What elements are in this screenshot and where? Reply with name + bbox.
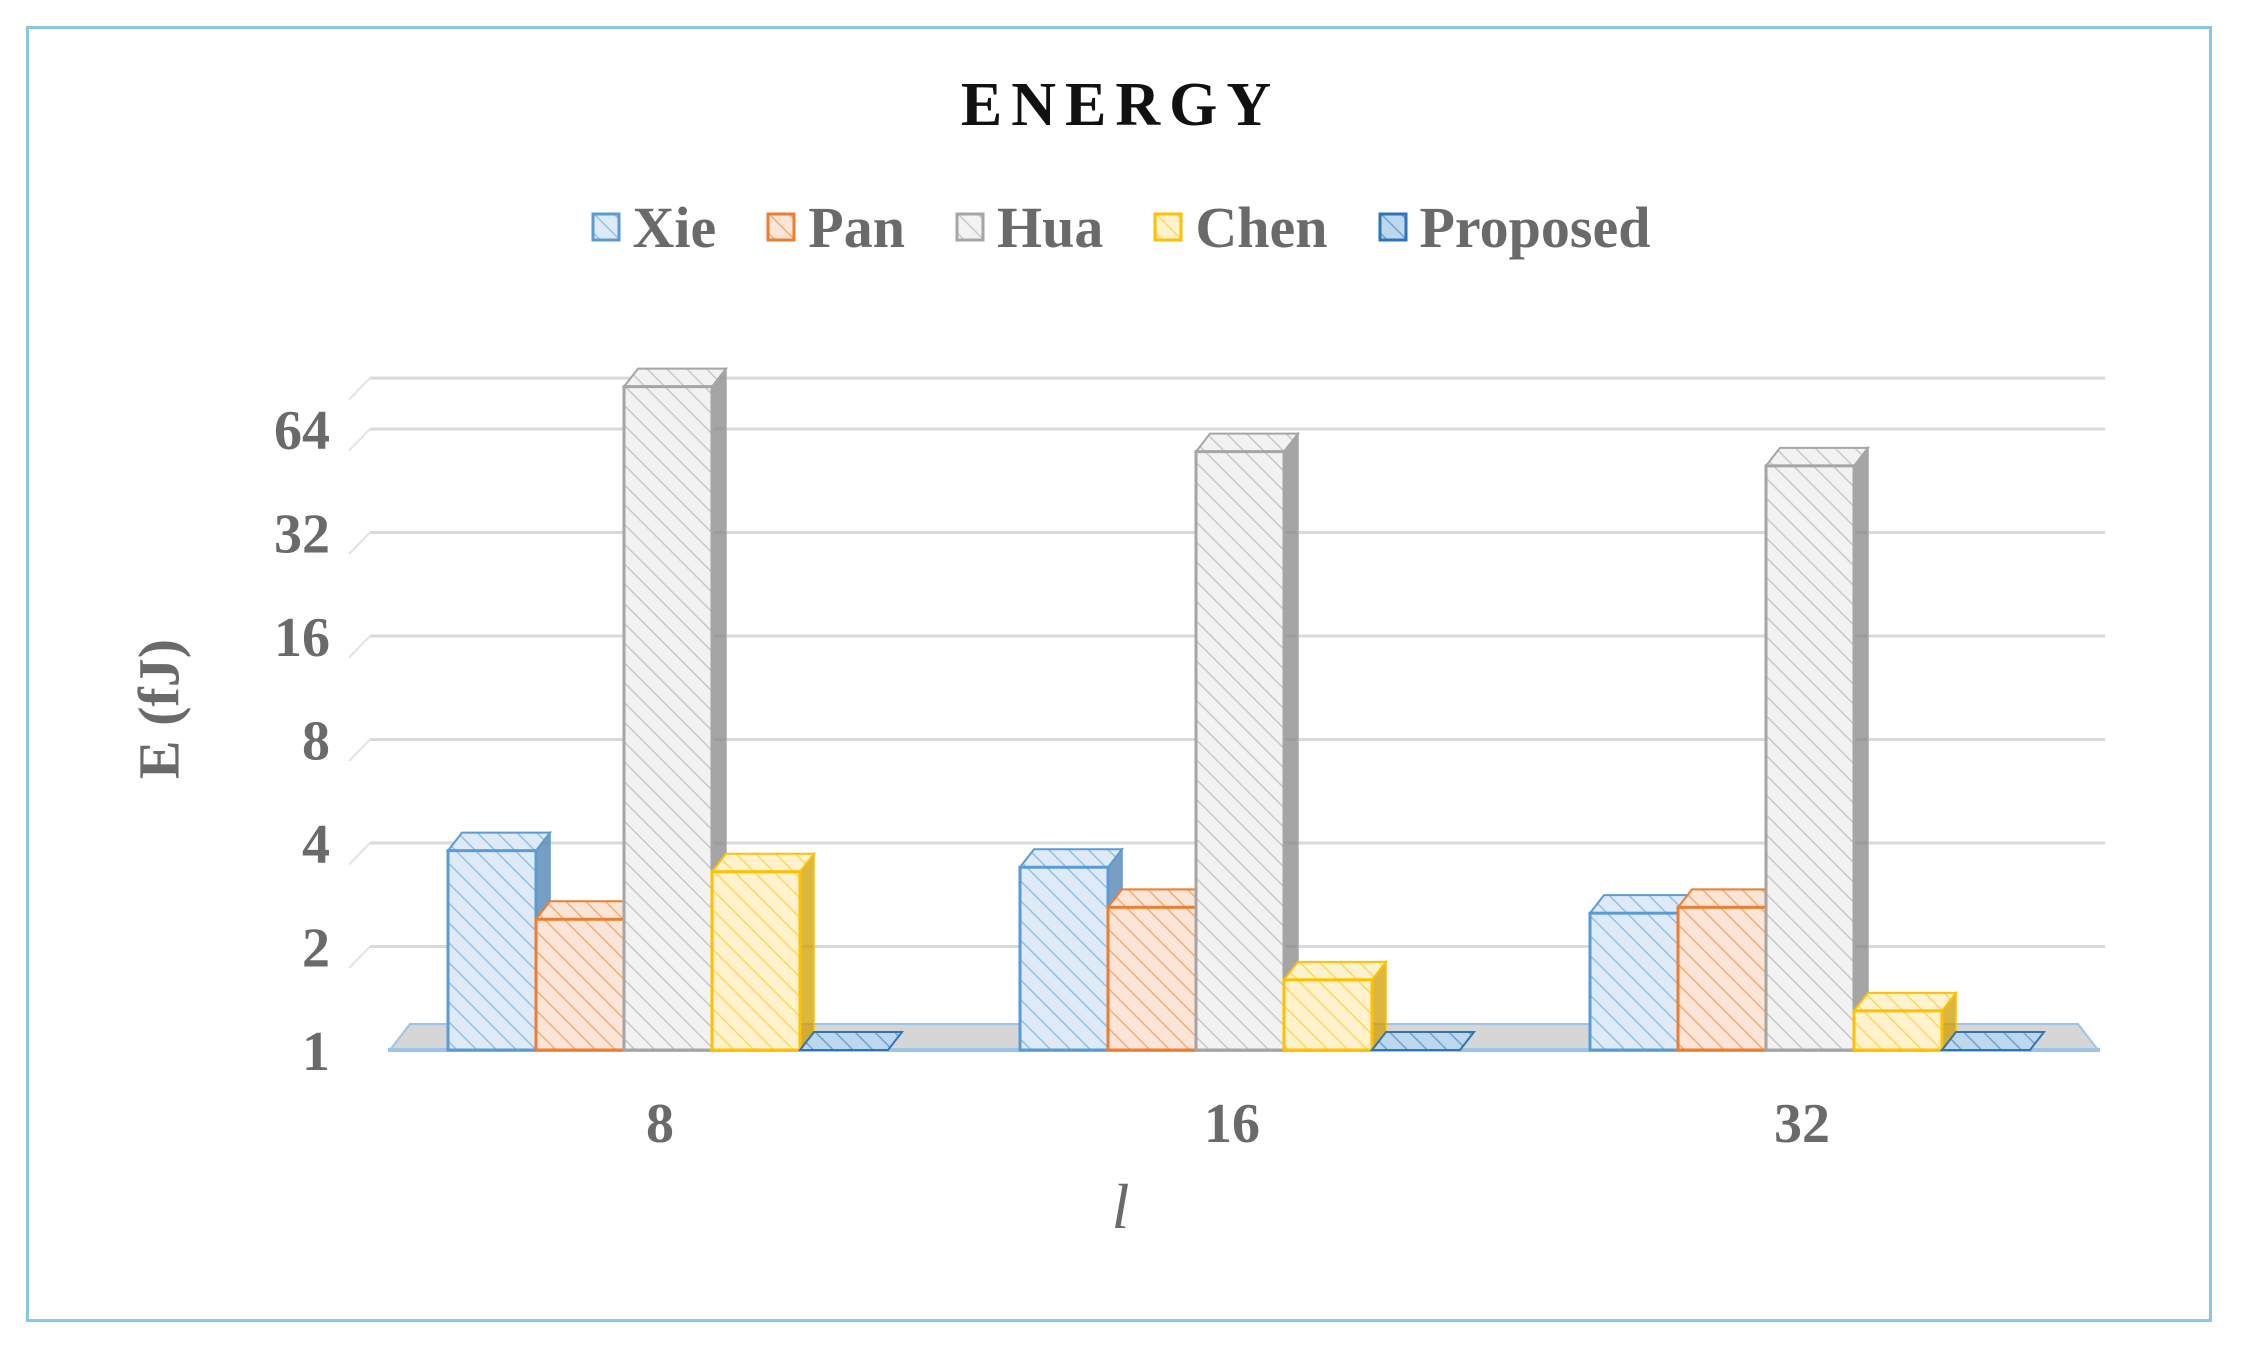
legend-label: Proposed xyxy=(1419,194,1651,260)
gridline-depth xyxy=(348,377,371,401)
y-tick-label: 16 xyxy=(274,607,330,669)
bar-side xyxy=(1853,445,1869,1053)
bar-top xyxy=(1017,848,1125,869)
legend-swatch xyxy=(766,212,796,242)
bar-front xyxy=(1106,905,1198,1052)
bar-top xyxy=(709,852,817,873)
bar-hua-8 xyxy=(621,366,729,1053)
bar-front xyxy=(622,385,714,1052)
bar-proposed-8 xyxy=(797,1031,905,1051)
bar-top xyxy=(1281,960,1389,981)
legend-item-pan: Pan xyxy=(766,194,905,261)
bar-top xyxy=(1763,446,1871,467)
bar-front xyxy=(534,917,626,1052)
legend-item-xie: Xie xyxy=(591,194,717,261)
legend-label: Hua xyxy=(996,194,1104,260)
legend-swatch xyxy=(1378,212,1407,242)
legend-item-chen: Chen xyxy=(1153,194,1328,261)
bar-side xyxy=(799,851,815,1053)
y-tick-label: 4 xyxy=(302,814,330,876)
y-tick-label: 32 xyxy=(274,504,330,566)
y-tick-label: 64 xyxy=(274,400,330,462)
legend: Xie Pan Hua Chen Proposed xyxy=(0,192,2241,262)
gridline-depth xyxy=(348,945,371,969)
legend-swatch xyxy=(1153,212,1183,242)
y-tick-label: 8 xyxy=(302,711,330,773)
chart-title: ENERGY xyxy=(960,71,1281,139)
bar-top xyxy=(1369,1031,1477,1051)
bar-hua-32 xyxy=(1763,445,1871,1053)
bar-chen-8 xyxy=(709,851,817,1053)
y-tick-label: 2 xyxy=(302,918,330,980)
legend-swatch xyxy=(955,212,985,242)
bar-top xyxy=(797,1031,905,1051)
x-tick-label: 8 xyxy=(646,1093,674,1155)
bar-top xyxy=(445,831,553,852)
bar-front xyxy=(1676,905,1768,1052)
gridline-depth xyxy=(348,738,371,762)
x-tick-label: 32 xyxy=(1774,1093,1830,1155)
bar-front xyxy=(1852,1009,1944,1052)
legend-label: Xie xyxy=(632,194,717,260)
gridline-depth xyxy=(348,842,371,866)
bar-front xyxy=(1018,865,1110,1052)
bar-front xyxy=(446,849,538,1052)
bar-front xyxy=(1764,464,1856,1052)
legend-item-proposed: Proposed xyxy=(1378,194,1651,261)
legend-item-hua: Hua xyxy=(955,194,1103,261)
bar-top xyxy=(621,367,729,388)
x-tick-label: 16 xyxy=(1204,1093,1260,1155)
bar-front xyxy=(1588,911,1680,1052)
bar-front xyxy=(710,870,802,1052)
bar-hua-16 xyxy=(1193,431,1301,1053)
gridline-depth xyxy=(348,531,371,555)
bar-top xyxy=(1939,1031,2047,1051)
bar-front xyxy=(1282,978,1374,1052)
bar-proposed-16 xyxy=(1369,1031,1477,1051)
x-axis-label: l xyxy=(1111,1171,1130,1242)
bar-xie-32 xyxy=(1587,892,1695,1053)
legend-label: Chen xyxy=(1195,194,1328,260)
bar-side xyxy=(1283,431,1299,1053)
bar-chen-32 xyxy=(1851,990,1959,1053)
bar-front xyxy=(1194,450,1286,1052)
bar-top xyxy=(1193,432,1301,453)
bar-top xyxy=(1851,991,1959,1012)
legend-swatch xyxy=(591,212,621,242)
bar-chen-16 xyxy=(1281,959,1389,1053)
legend-label: Pan xyxy=(808,194,905,260)
y-tick-label: 1 xyxy=(302,1021,330,1083)
gridline-depth xyxy=(348,635,371,659)
gridline-depth xyxy=(348,428,371,452)
bar-proposed-32 xyxy=(1939,1031,2047,1051)
